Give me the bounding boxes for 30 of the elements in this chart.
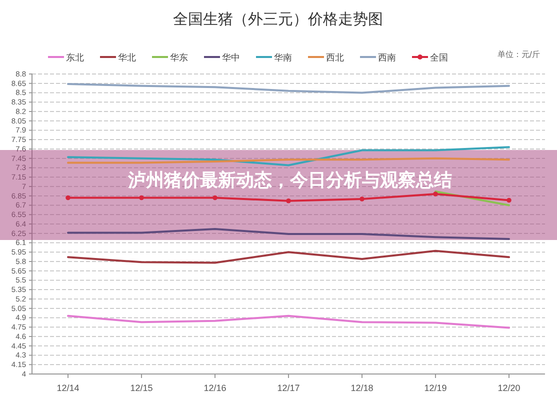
x-tick-label: 12/19 <box>424 382 447 393</box>
legend-label: 全国 <box>430 52 448 64</box>
chart-title: 全国生猪（外三元）价格走势图 <box>173 10 383 28</box>
legend-label: 东北 <box>66 52 84 64</box>
text: 单位：元/斤 <box>497 50 540 59</box>
point <box>286 198 291 204</box>
line-series <box>67 250 510 264</box>
x-tick-label: 12/17 <box>277 382 300 393</box>
x-tick-label: 12/20 <box>498 382 520 393</box>
line-series <box>67 146 510 166</box>
legend-label: 华北 <box>118 52 136 64</box>
point <box>66 195 70 200</box>
point <box>212 195 218 200</box>
line-series <box>67 314 510 329</box>
point <box>433 192 438 196</box>
text: 泸州猪价最新动态，今日分析与观察总结 <box>127 170 452 191</box>
line-series <box>67 83 510 94</box>
legend-label: 西南 <box>378 52 396 64</box>
line-series <box>67 228 510 240</box>
x-tick-label: 12/16 <box>204 382 226 393</box>
point <box>506 198 512 203</box>
point <box>360 196 364 202</box>
legend-label: 西北 <box>326 52 344 64</box>
point <box>139 195 144 200</box>
x-tick-label: 12/15 <box>130 382 153 393</box>
legend-label: 华南 <box>274 52 292 64</box>
x-tick-label: 12/18 <box>350 382 374 393</box>
x-tick-label: 12/14 <box>56 382 80 393</box>
legend-label: 华东 <box>170 52 188 64</box>
legend-label: 华中 <box>222 52 240 64</box>
